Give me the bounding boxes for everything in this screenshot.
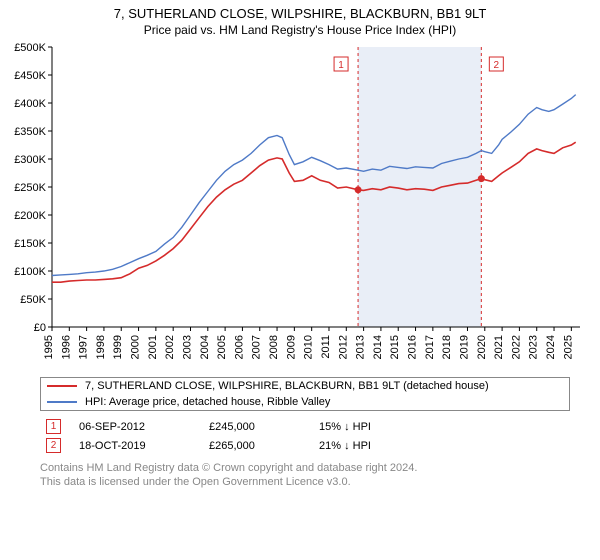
svg-text:£50K: £50K <box>20 294 46 306</box>
sale-records: 1 06-SEP-2012£245,00015% ↓ HPI 2 18-OCT-201… <box>40 417 570 455</box>
svg-text:£350K: £350K <box>14 126 46 138</box>
svg-text:2008: 2008 <box>268 335 280 359</box>
svg-text:£200K: £200K <box>14 210 46 222</box>
sale-hpi-delta: 15% ↓ HPI <box>319 421 429 433</box>
footer-line-2: This data is licensed under the Open Gov… <box>40 475 570 489</box>
svg-text:2005: 2005 <box>216 335 228 359</box>
sale-row: 1 06-SEP-2012£245,00015% ↓ HPI <box>40 417 570 436</box>
svg-text:2012: 2012 <box>337 335 349 359</box>
sale-date: 06-SEP-2012 <box>79 421 209 433</box>
sale-marker-icon: 1 <box>46 419 61 434</box>
chart-title: 7, SUTHERLAND CLOSE, WILPSHIRE, BLACKBUR… <box>0 0 600 21</box>
svg-text:1995: 1995 <box>43 335 55 359</box>
svg-text:2021: 2021 <box>493 335 505 359</box>
sale-date: 18-OCT-2019 <box>79 440 209 452</box>
svg-text:2004: 2004 <box>199 335 211 359</box>
svg-text:2011: 2011 <box>320 335 332 359</box>
svg-text:£0: £0 <box>34 322 46 334</box>
svg-text:1997: 1997 <box>78 335 90 359</box>
svg-text:£100K: £100K <box>14 266 46 278</box>
legend-swatch <box>47 385 77 387</box>
svg-text:2025: 2025 <box>562 335 574 359</box>
legend: 7, SUTHERLAND CLOSE, WILPSHIRE, BLACKBUR… <box>40 377 570 411</box>
svg-text:£500K: £500K <box>14 42 46 54</box>
svg-text:1996: 1996 <box>60 335 72 359</box>
footer-line-1: Contains HM Land Registry data © Crown c… <box>40 461 570 475</box>
sale-price: £265,000 <box>209 440 319 452</box>
svg-text:2016: 2016 <box>407 335 419 359</box>
svg-text:2010: 2010 <box>303 335 315 359</box>
legend-label: HPI: Average price, detached house, Ribb… <box>85 396 330 408</box>
svg-text:2002: 2002 <box>164 335 176 359</box>
legend-row: HPI: Average price, detached house, Ribb… <box>41 394 569 410</box>
svg-text:2019: 2019 <box>458 335 470 359</box>
svg-text:2003: 2003 <box>181 335 193 359</box>
svg-text:£450K: £450K <box>14 70 46 82</box>
legend-row: 7, SUTHERLAND CLOSE, WILPSHIRE, BLACKBUR… <box>41 378 569 394</box>
svg-text:2000: 2000 <box>130 335 142 359</box>
svg-text:2001: 2001 <box>147 335 159 359</box>
svg-text:1999: 1999 <box>112 335 124 359</box>
svg-text:2017: 2017 <box>424 335 436 359</box>
sale-price: £245,000 <box>209 421 319 433</box>
svg-text:2006: 2006 <box>233 335 245 359</box>
svg-text:2024: 2024 <box>545 335 557 359</box>
svg-text:2: 2 <box>494 60 500 71</box>
svg-text:1998: 1998 <box>95 335 107 359</box>
sale-row: 2 18-OCT-2019£265,00021% ↓ HPI <box>40 436 570 455</box>
svg-text:2020: 2020 <box>476 335 488 359</box>
svg-text:2014: 2014 <box>372 335 384 359</box>
svg-text:2007: 2007 <box>251 335 263 359</box>
chart-subtitle: Price paid vs. HM Land Registry's House … <box>0 21 600 41</box>
svg-text:£250K: £250K <box>14 182 46 194</box>
sale-hpi-delta: 21% ↓ HPI <box>319 440 429 452</box>
svg-text:1: 1 <box>338 60 344 71</box>
svg-text:2022: 2022 <box>510 335 522 359</box>
legend-swatch <box>47 401 77 403</box>
svg-text:2009: 2009 <box>285 335 297 359</box>
chart-area: £0 £50K £100K £150K £200K £250K £300K £350K £400… <box>0 41 600 371</box>
footer-attribution: Contains HM Land Registry data © Crown c… <box>40 461 570 490</box>
svg-text:2018: 2018 <box>441 335 453 359</box>
svg-text:2013: 2013 <box>355 335 367 359</box>
legend-label: 7, SUTHERLAND CLOSE, WILPSHIRE, BLACKBUR… <box>85 380 489 392</box>
svg-text:£400K: £400K <box>14 98 46 110</box>
svg-text:£150K: £150K <box>14 238 46 250</box>
svg-text:2023: 2023 <box>528 335 540 359</box>
svg-text:2015: 2015 <box>389 335 401 359</box>
svg-text:£300K: £300K <box>14 154 46 166</box>
sale-marker-icon: 2 <box>46 438 61 453</box>
line-chart: £0 £50K £100K £150K £200K £250K £300K £350K £400… <box>0 41 600 371</box>
